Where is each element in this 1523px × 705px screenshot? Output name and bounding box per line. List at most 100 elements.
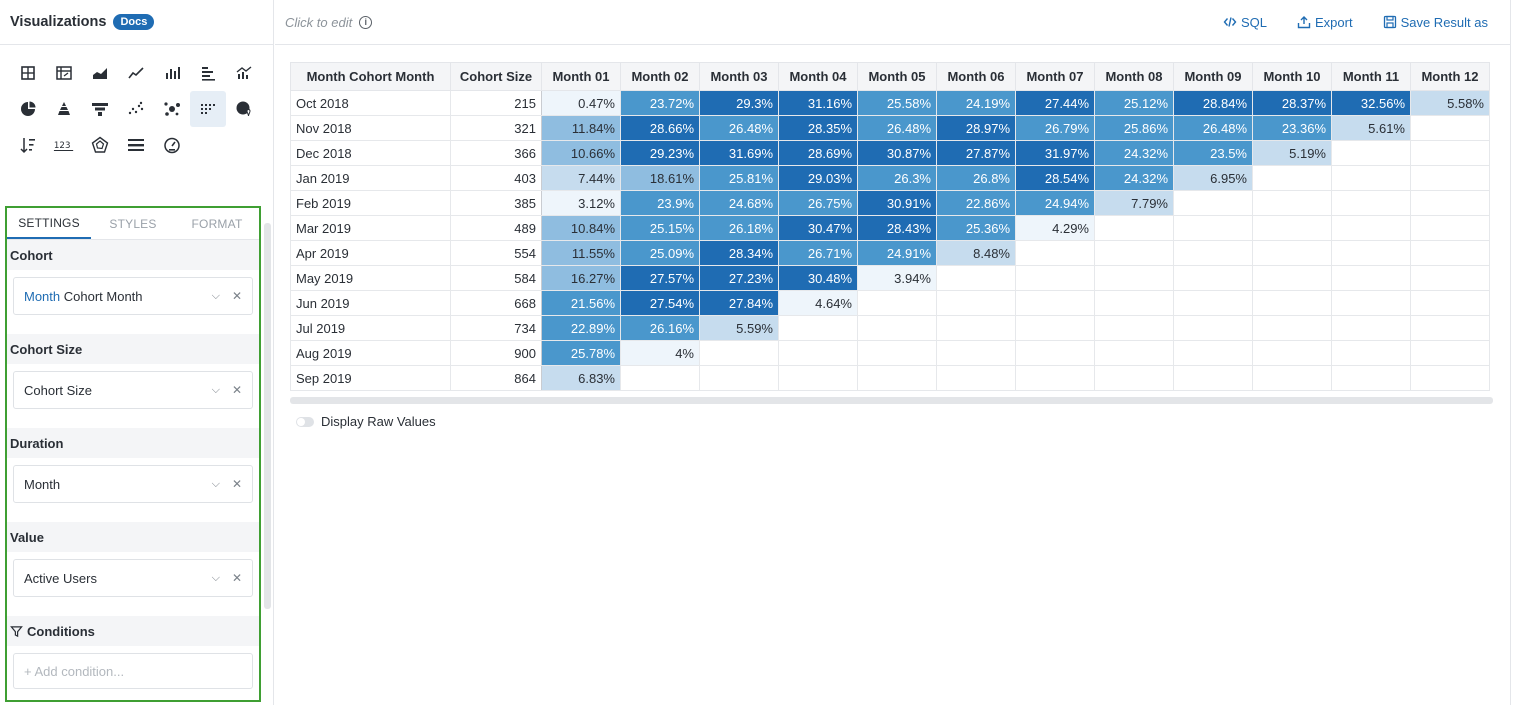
retention-cell: 29.23% bbox=[620, 140, 700, 166]
column-header[interactable]: Month 11 bbox=[1331, 62, 1411, 91]
cohort-size-cell: 366 bbox=[450, 140, 542, 166]
cohort-icon[interactable] bbox=[190, 91, 226, 127]
retention-cell: 23.9% bbox=[620, 190, 700, 216]
retention-cell: 22.86% bbox=[936, 190, 1016, 216]
retention-cell: 24.19% bbox=[936, 90, 1016, 116]
area-chart-icon[interactable] bbox=[82, 55, 118, 91]
retention-cell: 11.55% bbox=[541, 240, 621, 266]
tab-styles[interactable]: STYLES bbox=[109, 216, 157, 231]
line-chart-icon[interactable] bbox=[118, 55, 154, 91]
tab-format[interactable]: FORMAT bbox=[191, 216, 243, 231]
column-header[interactable]: Month 02 bbox=[620, 62, 700, 91]
header-actions: SQL Export Save Result as bbox=[1193, 15, 1488, 30]
gauge-icon[interactable] bbox=[154, 127, 190, 163]
settings-tabs: SETTINGS STYLES FORMAT bbox=[7, 208, 259, 240]
table-icon[interactable] bbox=[10, 55, 46, 91]
tab-settings[interactable]: SETTINGS bbox=[7, 208, 91, 239]
pyramid-icon[interactable] bbox=[46, 91, 82, 127]
retention-cell bbox=[1410, 140, 1490, 166]
chevron-down-icon[interactable]: ⌵ bbox=[211, 477, 220, 490]
chevron-down-icon[interactable]: ⌵ bbox=[211, 289, 220, 302]
retention-cell bbox=[936, 340, 1016, 366]
retention-cell bbox=[778, 315, 858, 341]
column-header[interactable]: Month 03 bbox=[699, 62, 779, 91]
sql-button[interactable]: SQL bbox=[1223, 15, 1267, 30]
docs-badge[interactable]: Docs bbox=[113, 14, 155, 30]
retention-cell bbox=[1015, 365, 1095, 391]
chevron-down-icon[interactable]: ⌵ bbox=[211, 383, 220, 396]
retention-cell bbox=[1094, 215, 1174, 241]
number-icon[interactable]: 123 bbox=[46, 127, 82, 163]
retention-cell: 18.61% bbox=[620, 165, 700, 191]
filter-icon bbox=[10, 625, 23, 637]
export-button[interactable]: Export bbox=[1297, 15, 1353, 30]
pivot-table-icon[interactable] bbox=[46, 55, 82, 91]
retention-cell bbox=[778, 340, 858, 366]
duration-select[interactable]: Month ⌵ ✕ bbox=[13, 465, 253, 503]
retention-cell bbox=[1331, 240, 1411, 266]
retention-cell bbox=[857, 290, 937, 316]
column-header[interactable]: Month 01 bbox=[541, 62, 621, 91]
retention-cell: 24.32% bbox=[1094, 140, 1174, 166]
table-horizontal-scrollbar[interactable] bbox=[290, 397, 1493, 404]
retention-cell bbox=[1173, 215, 1253, 241]
retention-cell bbox=[1410, 215, 1490, 241]
value-select[interactable]: Active Users ⌵ ✕ bbox=[13, 559, 253, 597]
export-icon bbox=[1297, 16, 1311, 29]
column-chart-icon[interactable] bbox=[154, 55, 190, 91]
column-header[interactable]: Month 04 bbox=[778, 62, 858, 91]
settings-scrollbar[interactable] bbox=[264, 223, 271, 609]
click-to-edit-label[interactable]: Click to edit bbox=[285, 14, 353, 30]
clear-icon[interactable]: ✕ bbox=[231, 289, 242, 303]
scatter-icon[interactable] bbox=[118, 91, 154, 127]
chevron-down-icon[interactable]: ⌵ bbox=[211, 571, 220, 584]
bar-chart-icon[interactable] bbox=[190, 55, 226, 91]
column-header[interactable]: Month 10 bbox=[1252, 62, 1332, 91]
retention-cell bbox=[1410, 240, 1490, 266]
gauge-bars-icon[interactable] bbox=[118, 127, 154, 163]
column-header[interactable]: Month 06 bbox=[936, 62, 1016, 91]
retention-cell bbox=[1331, 290, 1411, 316]
retention-cell: 25.58% bbox=[857, 90, 937, 116]
save-result-button[interactable]: Save Result as bbox=[1383, 15, 1488, 30]
retention-cell: 28.54% bbox=[1015, 165, 1095, 191]
column-header[interactable]: Month Cohort Month bbox=[290, 62, 451, 91]
column-header[interactable]: Month 07 bbox=[1015, 62, 1095, 91]
retention-cell bbox=[1410, 365, 1490, 391]
sort-icon[interactable] bbox=[10, 127, 46, 163]
pie-chart-icon[interactable] bbox=[10, 91, 46, 127]
retention-cell: 5.59% bbox=[699, 315, 779, 341]
retention-cell: 27.57% bbox=[620, 265, 700, 291]
retention-cell bbox=[1252, 290, 1332, 316]
map-icon[interactable] bbox=[226, 91, 262, 127]
table-row: Jul 2019 734 22.89% 26.16% 5.59% bbox=[290, 315, 1490, 341]
retention-cell: 26.71% bbox=[778, 240, 858, 266]
clear-icon[interactable]: ✕ bbox=[231, 383, 242, 397]
column-header[interactable]: Month 12 bbox=[1410, 62, 1490, 91]
column-header[interactable]: Month 09 bbox=[1173, 62, 1253, 91]
toggle-switch[interactable] bbox=[296, 416, 314, 427]
combo-chart-icon[interactable] bbox=[226, 55, 262, 91]
retention-cell bbox=[1410, 290, 1490, 316]
retention-cell: 26.3% bbox=[857, 165, 937, 191]
clear-icon[interactable]: ✕ bbox=[231, 571, 242, 585]
info-icon[interactable]: i bbox=[359, 15, 373, 29]
clear-icon[interactable]: ✕ bbox=[231, 477, 242, 491]
column-header[interactable]: Month 05 bbox=[857, 62, 937, 91]
cohort-size-select[interactable]: Cohort Size ⌵ ✕ bbox=[13, 371, 253, 409]
cohort-select[interactable]: Month Cohort Month ⌵ ✕ bbox=[13, 277, 253, 315]
display-raw-values-toggle[interactable]: Display Raw Values bbox=[296, 414, 436, 429]
column-header[interactable]: Month 08 bbox=[1094, 62, 1174, 91]
retention-cell: 27.87% bbox=[936, 140, 1016, 166]
retention-cell bbox=[1331, 315, 1411, 341]
radar-icon[interactable] bbox=[82, 127, 118, 163]
retention-cell bbox=[1173, 315, 1253, 341]
table-row: Jun 2019 668 21.56% 27.54% 27.84% 4.64% bbox=[290, 290, 1490, 316]
add-condition-input[interactable]: + Add condition... bbox=[13, 653, 253, 689]
cohort-select-value: Cohort Month bbox=[63, 288, 143, 304]
display-raw-values-label: Display Raw Values bbox=[321, 414, 436, 429]
funnel-icon[interactable] bbox=[82, 91, 118, 127]
column-header[interactable]: Cohort Size bbox=[450, 62, 542, 91]
bubble-icon[interactable] bbox=[154, 91, 190, 127]
retention-cell bbox=[936, 265, 1016, 291]
